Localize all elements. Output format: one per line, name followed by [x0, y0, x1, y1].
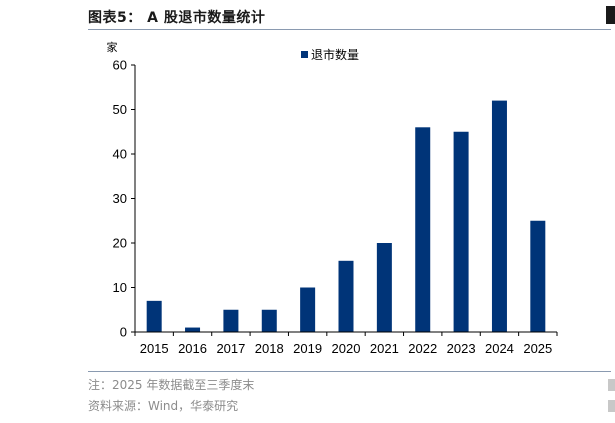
- x-tick-label: 2024: [485, 341, 514, 356]
- x-tick-label: 2016: [178, 341, 207, 356]
- bar-2023: [453, 131, 469, 332]
- x-tick-label: 2023: [447, 341, 476, 356]
- y-tick-label: 20: [113, 236, 127, 251]
- bars: [146, 100, 546, 332]
- bar-2016: [185, 327, 201, 332]
- legend: 退市数量: [301, 47, 359, 62]
- y-tick-label: 50: [113, 102, 127, 117]
- x-tick-label: 2015: [140, 341, 169, 356]
- y-tick-label: 10: [113, 280, 127, 295]
- bar-2018: [261, 309, 277, 332]
- y-tick-label: 0: [120, 325, 127, 340]
- y-tick-label: 40: [113, 147, 127, 162]
- bar-2021: [376, 243, 392, 332]
- bar-2015: [146, 300, 162, 332]
- data-source: 资料来源：Wind，华泰研究: [88, 399, 239, 413]
- page-title: 图表5： A 股退市数量统计: [88, 10, 266, 26]
- bar-2025: [530, 220, 546, 332]
- adjacent-text-fragment: [608, 379, 615, 391]
- bar-2020: [338, 260, 354, 332]
- title-divider: [88, 29, 611, 30]
- bar-2022: [415, 127, 431, 332]
- x-tick-label: 2021: [370, 341, 399, 356]
- legend-label: 退市数量: [311, 47, 359, 62]
- x-tick-label: 2022: [408, 341, 437, 356]
- y-axis-unit-label: 家: [107, 40, 118, 54]
- y-tick-label: 30: [113, 191, 127, 206]
- footer-divider: [88, 371, 611, 372]
- x-axis-ticks: 2015 2016 2017 2018 2019 2020 2021 2022 2023 2024…: [134, 332, 558, 356]
- x-tick-label: 2025: [523, 341, 552, 356]
- legend-swatch: [301, 51, 308, 58]
- x-tick-label: 2017: [216, 341, 245, 356]
- y-axis-ticks: 0 10 20 30 40 50 60: [113, 58, 135, 340]
- chart-note: 注：2025 年数据截至三季度末: [88, 378, 255, 392]
- bar-2019: [300, 287, 316, 332]
- adjacent-page-fragment: [606, 6, 615, 24]
- x-tick-label: 2020: [332, 341, 361, 356]
- bar-2024: [491, 100, 507, 332]
- adjacent-text-fragment: [608, 400, 615, 412]
- x-tick-label: 2019: [293, 341, 322, 356]
- y-tick-label: 60: [113, 58, 127, 73]
- x-tick-label: 2018: [255, 341, 284, 356]
- bar-2017: [223, 309, 239, 332]
